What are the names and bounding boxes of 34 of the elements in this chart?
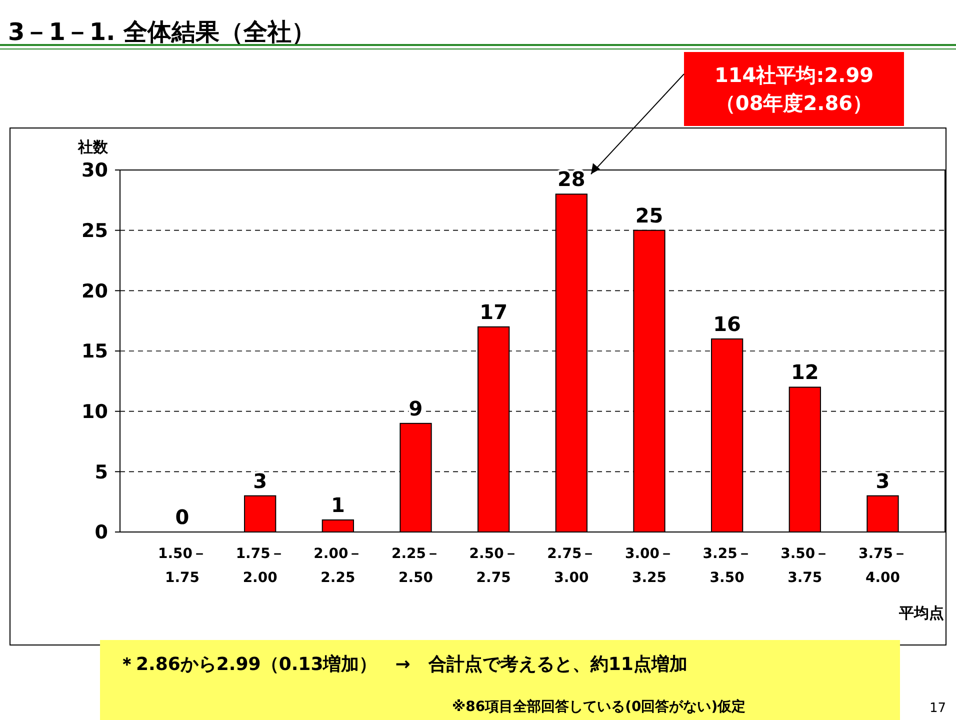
y-tick-label: 30 [82, 160, 108, 182]
x-tick-label: 2.75－ 3.00 [547, 546, 596, 586]
text: 17 [929, 701, 946, 716]
text: ＊2.86から2.99（0.13増加） → 合計点で考えると、約11点増加 [118, 653, 688, 675]
x-tick-label: 3.50－ 3.75 [780, 546, 830, 586]
chart-title: 3－1－1. 全体結果（全社） [8, 18, 316, 46]
data-label: 25 [635, 203, 664, 228]
y-tick-label: 10 [82, 400, 108, 423]
y-axis-title: 社数 [77, 138, 109, 156]
bar [322, 519, 354, 532]
text: ※86項目全部回答している(0回答がない)仮定 [452, 698, 746, 715]
data-label: 28 [557, 167, 586, 192]
x-tick-label: 3.00－ 3.25 [624, 546, 674, 586]
data-label: 17 [480, 300, 508, 324]
data-label: 1 [330, 492, 345, 517]
data-label: 3 [876, 468, 890, 493]
y-tick-label: 0 [94, 522, 108, 544]
text: 114社平均:2.99 （08年度2.86） [714, 63, 874, 115]
y-tick-label: 25 [82, 220, 108, 242]
x-tick-label: 2.00－ 2.25 [314, 546, 362, 586]
x-tick-label: 1.75－ 2.00 [236, 546, 284, 586]
x-tick-label: 3.75－ 4.00 [858, 546, 908, 586]
y-tick-label: 20 [82, 280, 108, 302]
x-tick-label: 2.25－ 2.50 [391, 546, 440, 586]
x-tick-label: 1.50－ 1.75 [158, 546, 207, 586]
x-tick-label: 2.50－ 2.75 [469, 546, 518, 586]
data-label: 3 [253, 468, 268, 493]
x-axis-title: 平均点 [898, 604, 944, 622]
data-label: 12 [790, 360, 819, 384]
x-tick-label: 3.25－ 3.50 [702, 546, 752, 586]
data-label: 0 [175, 505, 190, 529]
y-tick-label: 15 [82, 340, 108, 363]
data-label: 16 [713, 312, 741, 336]
y-tick-label: 5 [94, 461, 108, 484]
